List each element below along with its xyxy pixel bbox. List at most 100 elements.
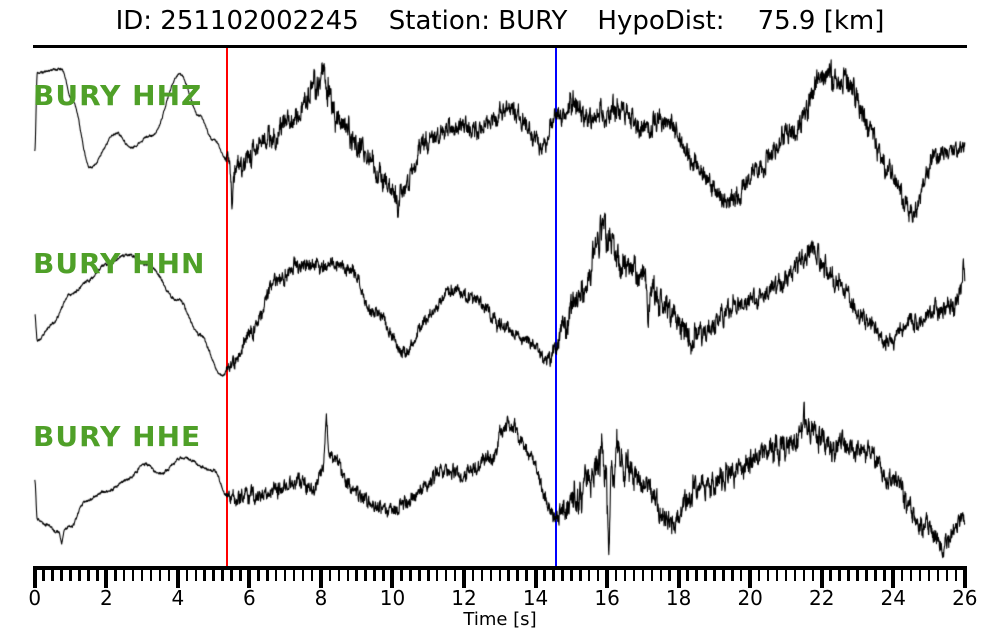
minor-tick <box>453 569 457 581</box>
minor-tick <box>579 569 582 581</box>
minor-tick <box>498 569 502 581</box>
minor-tick <box>945 569 949 581</box>
major-tick <box>605 569 610 588</box>
minor-tick <box>587 569 591 581</box>
minor-tick <box>418 569 421 581</box>
minor-tick <box>507 569 510 581</box>
minor-tick <box>42 569 45 581</box>
minor-tick <box>131 569 135 581</box>
trace-label-bury-hhz: BURY HHZ <box>33 79 203 112</box>
minor-tick <box>954 569 958 581</box>
minor-tick <box>283 569 287 581</box>
minor-tick <box>695 569 698 581</box>
minor-tick <box>400 569 403 581</box>
minor-tick <box>122 569 126 581</box>
major-tick <box>390 569 395 588</box>
minor-tick <box>194 569 197 581</box>
minor-tick <box>641 569 645 581</box>
minor-tick <box>686 569 689 581</box>
minor-tick <box>471 569 475 581</box>
minor-tick <box>346 569 350 581</box>
tick-label: 20 <box>737 586 763 610</box>
major-tick <box>175 569 180 588</box>
minor-tick <box>409 569 412 581</box>
tick-label: 18 <box>665 586 692 610</box>
minor-tick <box>427 569 430 581</box>
minor-tick <box>847 569 850 581</box>
tick-label: 2 <box>99 586 113 610</box>
minor-tick <box>149 569 153 581</box>
minor-tick <box>114 569 117 581</box>
minor-tick <box>561 569 564 581</box>
minor-tick <box>78 569 81 581</box>
tick-label: 14 <box>522 586 549 610</box>
minor-tick <box>364 569 367 581</box>
minor-tick <box>543 569 546 581</box>
minor-tick <box>722 569 725 581</box>
minor-tick <box>51 569 54 581</box>
major-tick <box>748 569 753 588</box>
minor-tick <box>900 569 904 581</box>
tick-label: 8 <box>314 586 328 610</box>
minor-tick <box>570 569 573 581</box>
minor-tick <box>936 569 940 581</box>
trace-label-bury-hhe: BURY HHE <box>33 420 202 453</box>
minor-tick <box>444 569 448 581</box>
minor-tick <box>525 569 528 581</box>
minor-tick <box>829 569 832 581</box>
major-tick <box>462 569 467 588</box>
minor-tick <box>185 569 189 581</box>
minor-tick <box>239 569 242 581</box>
minor-tick <box>775 569 779 581</box>
minor-tick <box>355 569 358 581</box>
minor-tick <box>614 569 618 581</box>
minor-tick <box>784 569 788 581</box>
minor-tick <box>668 569 671 581</box>
minor-tick <box>650 569 654 581</box>
minor-tick <box>909 569 913 581</box>
minor-tick <box>766 569 770 581</box>
major-tick <box>32 569 37 588</box>
tick-label: 26 <box>952 586 978 610</box>
tick-label: 16 <box>594 586 620 610</box>
minor-tick <box>301 569 305 581</box>
minor-tick <box>382 569 385 581</box>
minor-tick <box>516 569 519 581</box>
minor-tick <box>69 569 72 581</box>
major-tick <box>318 569 323 588</box>
minor-tick <box>856 569 859 581</box>
major-tick <box>533 569 538 588</box>
major-tick <box>676 569 681 588</box>
tick-label: 12 <box>451 586 477 610</box>
minor-tick <box>310 569 314 581</box>
minor-tick <box>802 569 806 581</box>
minor-tick <box>713 569 716 581</box>
minor-tick <box>230 569 233 581</box>
minor-tick <box>292 569 296 581</box>
major-tick <box>247 569 252 588</box>
time-axis-title: Time [s] <box>463 609 537 630</box>
minor-tick <box>274 569 278 581</box>
minor-tick <box>212 569 215 581</box>
minor-tick <box>96 569 99 581</box>
tick-label: 6 <box>243 586 256 610</box>
time-axis-line <box>33 566 967 570</box>
minor-tick <box>731 569 734 581</box>
major-tick <box>962 569 967 588</box>
minor-tick <box>489 569 493 581</box>
trace-label-bury-hhn: BURY HHN <box>33 247 206 280</box>
minor-tick <box>757 569 761 581</box>
minor-tick <box>927 569 931 581</box>
tick-label: 0 <box>28 586 42 610</box>
minor-tick <box>883 569 886 581</box>
minor-tick <box>865 569 868 581</box>
minor-tick <box>874 569 877 581</box>
tick-label: 22 <box>808 586 835 610</box>
minor-tick <box>552 569 555 581</box>
minor-tick <box>257 569 260 581</box>
minor-tick <box>838 569 841 581</box>
minor-tick <box>328 569 332 581</box>
major-tick <box>891 569 896 588</box>
